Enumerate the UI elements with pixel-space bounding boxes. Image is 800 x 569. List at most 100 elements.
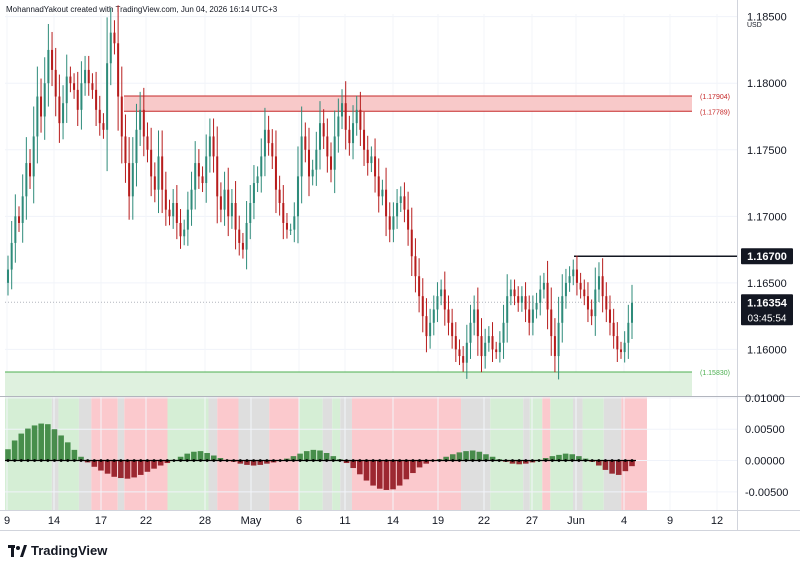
candle-down[interactable] bbox=[363, 129, 366, 150]
candle-down[interactable] bbox=[274, 156, 277, 190]
candle-down[interactable] bbox=[241, 242, 244, 250]
candle-up[interactable] bbox=[300, 136, 303, 177]
candle-down[interactable] bbox=[443, 289, 446, 310]
candle-down[interactable] bbox=[330, 156, 333, 170]
candle-up[interactable] bbox=[539, 289, 542, 303]
candle-up[interactable] bbox=[473, 309, 476, 323]
candle-down[interactable] bbox=[326, 136, 329, 157]
candle-down[interactable] bbox=[517, 296, 520, 303]
candle-down[interactable] bbox=[150, 149, 153, 177]
candle-down[interactable] bbox=[238, 229, 241, 243]
candle-up[interactable] bbox=[352, 123, 355, 144]
candle-down[interactable] bbox=[304, 136, 307, 150]
candle-up[interactable] bbox=[564, 282, 567, 297]
candle-down[interactable] bbox=[403, 196, 406, 210]
candle-down[interactable] bbox=[234, 203, 237, 230]
candle-down[interactable] bbox=[267, 129, 270, 144]
candle-down[interactable] bbox=[524, 296, 527, 310]
candle-up[interactable] bbox=[6, 269, 10, 283]
candle-down[interactable] bbox=[120, 96, 123, 137]
candle-down[interactable] bbox=[491, 336, 494, 350]
candle-up[interactable] bbox=[109, 32, 112, 64]
candle-down[interactable] bbox=[414, 256, 417, 277]
candle-down[interactable] bbox=[586, 296, 589, 310]
candle-up[interactable] bbox=[381, 189, 384, 197]
candle-up[interactable] bbox=[506, 296, 509, 323]
support-zone[interactable] bbox=[5, 372, 692, 396]
candle-down[interactable] bbox=[388, 216, 391, 230]
candle-down[interactable] bbox=[161, 156, 164, 190]
candle-up[interactable] bbox=[32, 136, 35, 177]
candle-up[interactable] bbox=[25, 163, 28, 197]
candle-up[interactable] bbox=[131, 163, 134, 197]
candle-up[interactable] bbox=[62, 103, 65, 124]
candle-up[interactable] bbox=[498, 342, 501, 353]
candle-down[interactable] bbox=[95, 89, 98, 110]
candle-down[interactable] bbox=[616, 336, 619, 350]
candle-up[interactable] bbox=[256, 176, 259, 184]
candle-down[interactable] bbox=[113, 32, 116, 44]
candle-down[interactable] bbox=[216, 156, 219, 197]
candle-down[interactable] bbox=[601, 276, 604, 297]
candle-up[interactable] bbox=[535, 302, 538, 310]
candle-up[interactable] bbox=[429, 322, 432, 337]
candle-down[interactable] bbox=[575, 269, 578, 283]
candle-down[interactable] bbox=[29, 163, 32, 177]
candle-up[interactable] bbox=[568, 276, 571, 283]
candle-up[interactable] bbox=[296, 176, 299, 217]
candle-down[interactable] bbox=[212, 136, 215, 157]
candle-up[interactable] bbox=[194, 163, 197, 190]
candle-down[interactable] bbox=[344, 103, 347, 130]
candle-up[interactable] bbox=[10, 242, 13, 270]
candle-up[interactable] bbox=[183, 229, 186, 237]
candle-up[interactable] bbox=[630, 302, 634, 323]
candle-up[interactable] bbox=[520, 296, 523, 303]
candle-down[interactable] bbox=[528, 309, 531, 323]
candle-down[interactable] bbox=[421, 296, 424, 317]
candle-down[interactable] bbox=[278, 189, 281, 204]
candle-down[interactable] bbox=[307, 149, 310, 177]
candle-up[interactable] bbox=[84, 69, 87, 84]
candle-up[interactable] bbox=[396, 203, 399, 217]
candle-up[interactable] bbox=[355, 109, 358, 124]
candle-up[interactable] bbox=[465, 342, 468, 363]
candle-up[interactable] bbox=[594, 289, 597, 317]
candle-up[interactable] bbox=[370, 156, 373, 164]
candle-up[interactable] bbox=[186, 209, 189, 230]
candle-down[interactable] bbox=[128, 163, 131, 197]
candle-down[interactable] bbox=[590, 309, 593, 317]
candle-down[interactable] bbox=[40, 96, 43, 117]
candle-down[interactable] bbox=[87, 69, 90, 84]
candle-down[interactable] bbox=[418, 276, 421, 297]
candle-up[interactable] bbox=[318, 123, 322, 150]
candle-down[interactable] bbox=[550, 309, 553, 337]
candle-down[interactable] bbox=[608, 309, 611, 323]
candle-down[interactable] bbox=[201, 176, 204, 184]
candle-down[interactable] bbox=[98, 109, 101, 124]
candle-up[interactable] bbox=[315, 149, 318, 170]
candle-down[interactable] bbox=[385, 189, 388, 217]
candle-down[interactable] bbox=[605, 296, 608, 310]
candle-down[interactable] bbox=[73, 83, 76, 90]
candle-up[interactable] bbox=[249, 203, 252, 223]
candle-down[interactable] bbox=[168, 209, 171, 217]
candle-up[interactable] bbox=[36, 96, 39, 137]
candle-down[interactable] bbox=[227, 189, 230, 217]
candle-up[interactable] bbox=[80, 83, 83, 110]
candle-up[interactable] bbox=[289, 229, 292, 231]
candle-down[interactable] bbox=[458, 349, 461, 357]
candle-up[interactable] bbox=[157, 156, 160, 190]
candle-up[interactable] bbox=[205, 156, 208, 184]
candle-down[interactable] bbox=[175, 203, 178, 223]
candle-up[interactable] bbox=[502, 322, 505, 343]
candle-up[interactable] bbox=[623, 342, 626, 353]
candle-down[interactable] bbox=[366, 149, 369, 164]
candle-up[interactable] bbox=[135, 129, 138, 164]
candle-up[interactable] bbox=[561, 296, 564, 323]
candle-down[interactable] bbox=[117, 43, 120, 97]
candle-up[interactable] bbox=[14, 216, 17, 243]
candle-down[interactable] bbox=[374, 156, 377, 177]
resistance-zone[interactable] bbox=[124, 95, 692, 112]
candle-up[interactable] bbox=[341, 103, 344, 117]
